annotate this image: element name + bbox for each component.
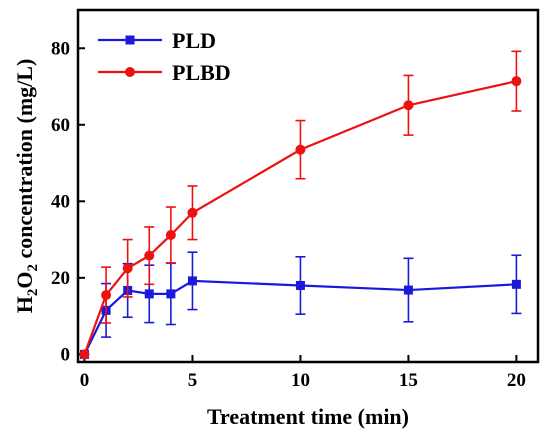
data-point [144, 250, 155, 261]
y-axis-title-part: O [12, 272, 37, 289]
data-point [403, 285, 413, 295]
y-tick-label: 0 [61, 344, 71, 365]
legend-item-plbd: PLBD [98, 60, 231, 85]
x-axis-title: Treatment time (min) [207, 404, 409, 429]
y-axis-title: H2O2 concentration (mg/L) [12, 59, 41, 314]
series-plbd [79, 50, 522, 360]
y-axis-title-part: 2 [25, 264, 41, 272]
legend-label: PLBD [172, 60, 231, 85]
x-tick-label: 10 [291, 370, 310, 391]
series-layer [79, 50, 522, 360]
data-point [165, 229, 176, 240]
data-point [122, 263, 133, 274]
data-point [295, 144, 306, 155]
x-tick-label: 0 [80, 370, 90, 391]
legend-label: PLD [172, 28, 216, 53]
plot-frame [76, 8, 540, 364]
x-tick-label: 15 [399, 370, 418, 391]
legend: PLD PLBD [98, 28, 231, 85]
data-point [187, 207, 198, 218]
x-axis-ticks: 0 5 10 15 20 [80, 355, 526, 391]
x-tick-label: 20 [507, 370, 526, 391]
series-pld [79, 251, 522, 359]
x-tick-label: 5 [188, 370, 198, 391]
data-point [79, 349, 90, 360]
data-point [511, 76, 522, 87]
legend-item-pld: PLD [98, 28, 216, 53]
data-point [187, 276, 197, 286]
y-tick-label: 20 [51, 268, 70, 289]
data-point [166, 289, 176, 299]
y-tick-label: 60 [51, 115, 70, 136]
data-point [101, 290, 112, 301]
y-axis-title-part: concentration (mg/L) [12, 59, 37, 264]
data-point [511, 279, 521, 289]
y-axis-title-part: 2 [25, 289, 41, 297]
data-point [144, 289, 154, 299]
y-tick-label: 80 [51, 38, 70, 59]
y-axis-title-part: H [12, 296, 37, 313]
data-point [295, 280, 305, 290]
data-point [403, 100, 414, 111]
y-axis-ticks: 0 20 40 60 80 [51, 38, 85, 365]
y-tick-label: 40 [51, 191, 70, 212]
legend-swatch-marker [125, 35, 135, 45]
legend-swatch-marker [125, 67, 135, 77]
